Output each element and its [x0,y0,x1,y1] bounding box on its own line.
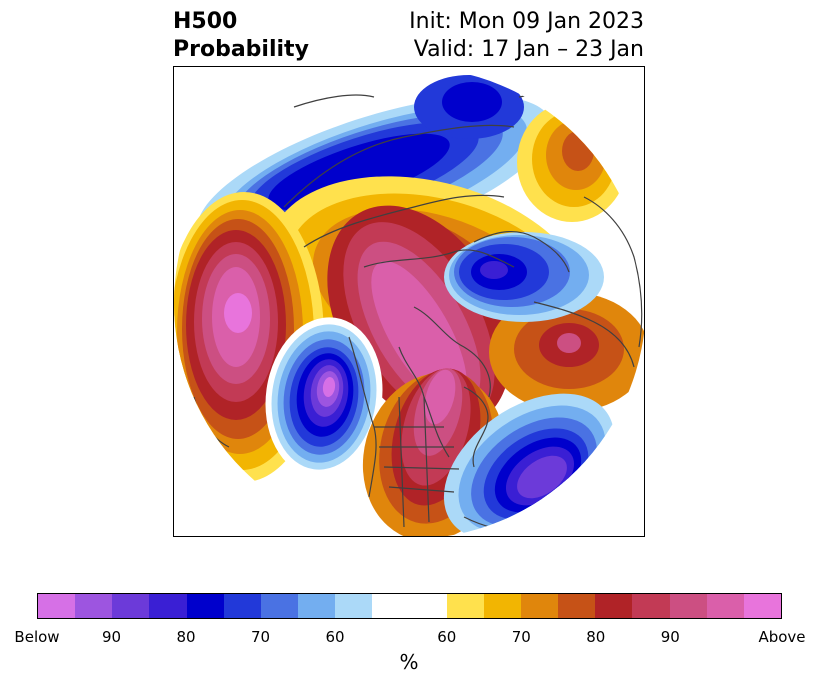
map-dates: Init: Mon 09 Jan 2023 Valid: 17 Jan – 23… [409,8,644,64]
above-anomaly-europe [517,102,627,222]
valid-range: Valid: 17 Jan – 23 Jan [413,37,644,62]
colorbar-segment [75,594,113,618]
colorbar-tick-label: 60 [325,628,345,646]
colorbar-tick-label: 80 [176,628,196,646]
colorbar-segment [38,594,76,618]
map-canvas [174,67,644,536]
probability-map [173,66,645,537]
colorbar-segment [335,594,373,618]
init-date: Init: Mon 09 Jan 2023 [409,9,644,34]
colorbar-segment [186,594,224,618]
colorbar-segment [669,594,707,618]
colorbar-segment [706,594,744,618]
colorbar-segment [558,594,596,618]
colorbar-tick-label: 90 [660,628,680,646]
colorbar-tick-label: Below [14,628,60,646]
colorbar-segment [632,594,670,618]
colorbar-segment [223,594,261,618]
colorbar-segment [149,594,187,618]
colorbar-unit: % [399,650,419,674]
colorbar-tick-label: 60 [437,628,457,646]
colorbar-segment [521,594,559,618]
map-title: H500 Probability [173,8,309,64]
above-anomaly-asia [489,292,644,412]
below-anomaly-central-asia [444,232,604,322]
title-line-product: Probability [173,37,309,62]
colorbar-tick-label: 90 [101,628,122,646]
colorbar-tick-label: 70 [511,628,531,646]
colorbar [37,593,782,619]
colorbar-segment [112,594,150,618]
coastlines [193,94,643,533]
colorbar-tick-label: Above [758,628,806,646]
colorbar-tick-label: 80 [586,628,606,646]
colorbar-segment [446,594,484,618]
colorbar-tick-label: 70 [250,628,271,646]
title-line-variable: H500 [173,9,238,34]
colorbar-segment [483,594,522,618]
colorbar-segment [372,594,447,618]
colorbar-segment [595,594,633,618]
below-anomaly-alaska [265,317,383,477]
colorbar-segment [298,594,336,618]
colorbar-segment [260,594,299,618]
colorbar-segment [743,594,782,618]
